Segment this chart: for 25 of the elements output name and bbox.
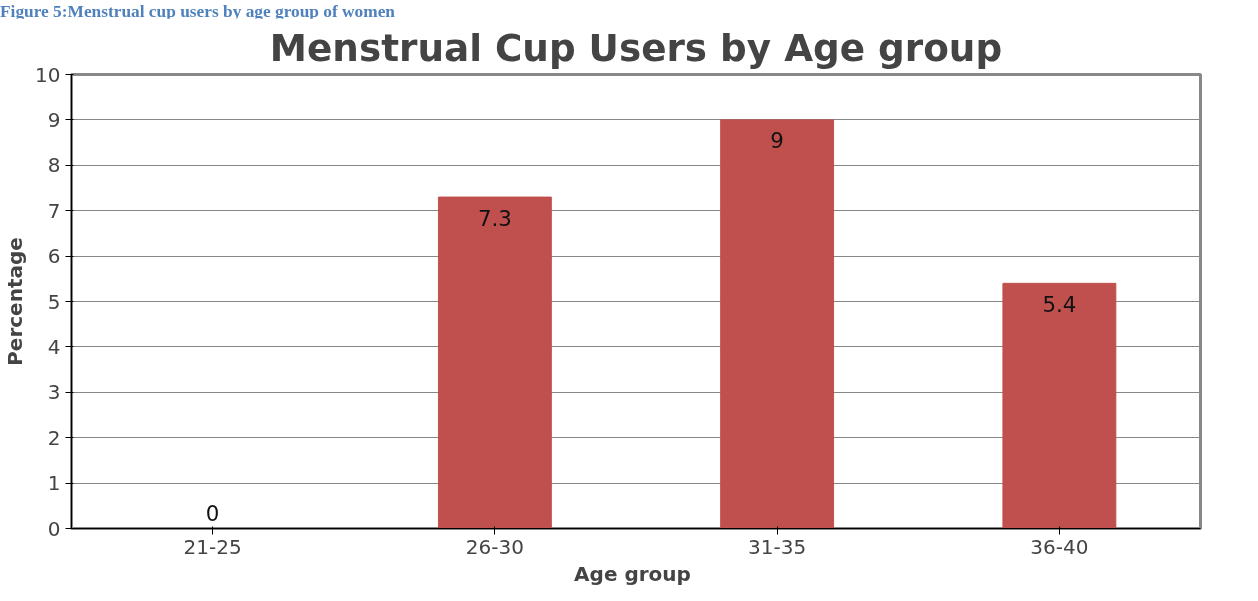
y-tick-label: 2 [47, 425, 61, 450]
x-tick-label: 36-40 [1030, 534, 1089, 559]
y-tick-label: 4 [47, 334, 61, 359]
y-tick-label: 0 [47, 516, 61, 541]
chart-title: Menstrual Cup Users by Age group [269, 25, 1003, 70]
y-tick-label: 8 [47, 153, 61, 178]
data-label: 9 [770, 128, 784, 154]
y-tick-label: 6 [47, 244, 61, 269]
x-axis-title: Age group [574, 561, 691, 586]
x-tick-label: 31-35 [748, 534, 807, 559]
y-axis-title: Percentage [3, 237, 28, 366]
y-tick-label: 7 [47, 198, 61, 223]
x-tick-label: 21-25 [183, 534, 242, 559]
data-label: 5.4 [1042, 291, 1077, 317]
bar [1002, 282, 1117, 529]
y-tick-label: 9 [47, 107, 61, 132]
data-label: 7.3 [477, 205, 512, 231]
x-tick-label: 26-30 [465, 534, 524, 559]
bar [437, 196, 552, 529]
bar [720, 119, 835, 529]
y-tick-label: 3 [47, 380, 61, 405]
y-tick-label: 1 [47, 471, 61, 496]
y-tick-label: 5 [47, 289, 61, 314]
y-tick-label: 10 [35, 62, 61, 87]
data-label: 0 [205, 500, 220, 526]
